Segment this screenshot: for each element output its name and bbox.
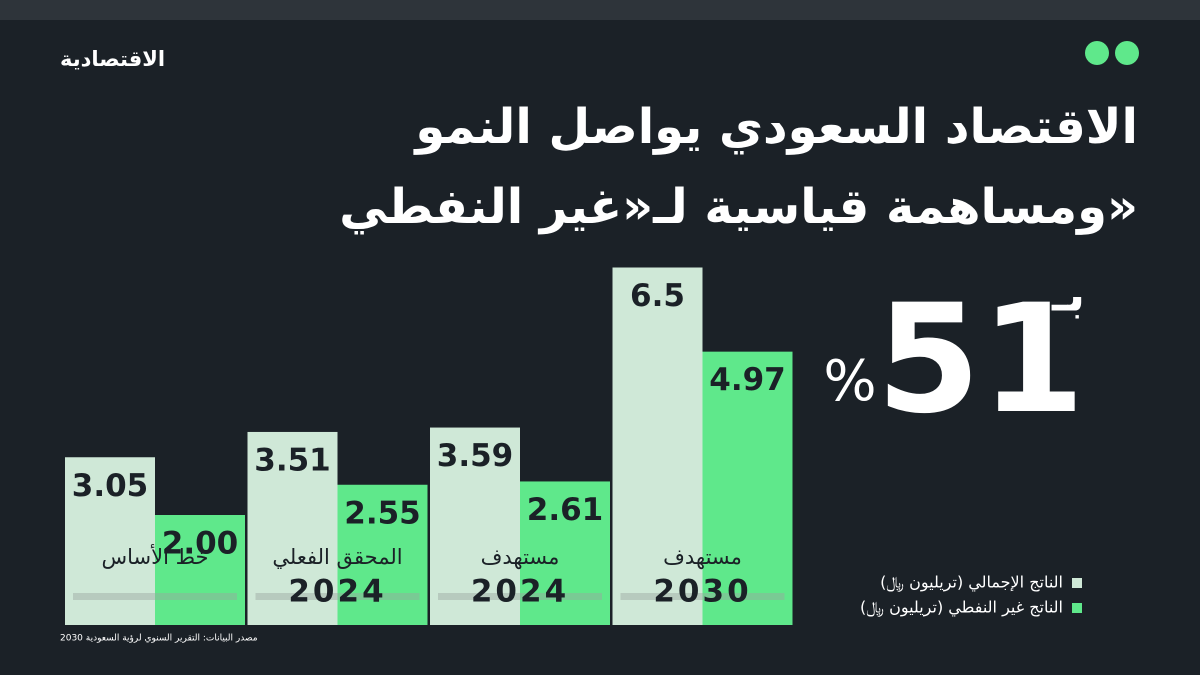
logo-dot [1115,41,1139,65]
value-label: 6.5 [630,278,685,314]
value-label: 4.97 [709,362,786,398]
category-band [255,593,420,600]
category-label: مستهدف [481,545,560,569]
category-band [438,593,602,600]
logo: الاقتصادية [60,47,165,71]
category-band [73,593,237,600]
bar [337,484,428,625]
title-line: ومساهمة قياسية لـ«غير النفطي» [339,179,1138,235]
category-label: خط الأساس [101,544,208,569]
category-band [620,593,785,600]
value-label: 2.61 [527,492,604,528]
category-year: 2030 [653,574,751,610]
highlight-unit: % [823,349,876,414]
bar [702,351,793,625]
category-label: مستهدف [663,545,742,569]
highlight-prefix: بـ [1051,268,1085,322]
value-label: 2.55 [344,495,421,531]
bar [430,427,520,625]
legend: الناتج الإجمالي (تريليون ﷼) الناتج غير ال… [860,573,1082,618]
legend-swatch [1072,578,1082,588]
bar [65,457,155,625]
value-label: 2.00 [162,526,239,562]
logo-dot [1085,41,1109,65]
legend-label: الناتج الإجمالي (تريليون ﷼) [880,573,1063,593]
title-line: الاقتصاد السعودي يواصل النمو [413,99,1138,155]
category-year: 2024 [471,574,569,610]
legend-swatch [1072,603,1082,613]
legend-label: الناتج غير النفطي (تريليون ﷼) [860,598,1063,618]
highlight-value: 51 [876,273,1085,447]
value-label: 3.59 [437,438,514,474]
bar [155,515,245,625]
bar [612,267,703,625]
source: مصدر البيانات: التقرير السنوي لرؤية السع… [60,634,258,644]
value-label: 3.51 [254,442,331,478]
category-label: المحقق الفعلي [272,545,402,569]
top-strip [0,0,1200,20]
bar [520,481,610,625]
value-label: 3.05 [72,468,149,504]
bar [247,431,338,625]
category-year: 2024 [288,574,386,610]
